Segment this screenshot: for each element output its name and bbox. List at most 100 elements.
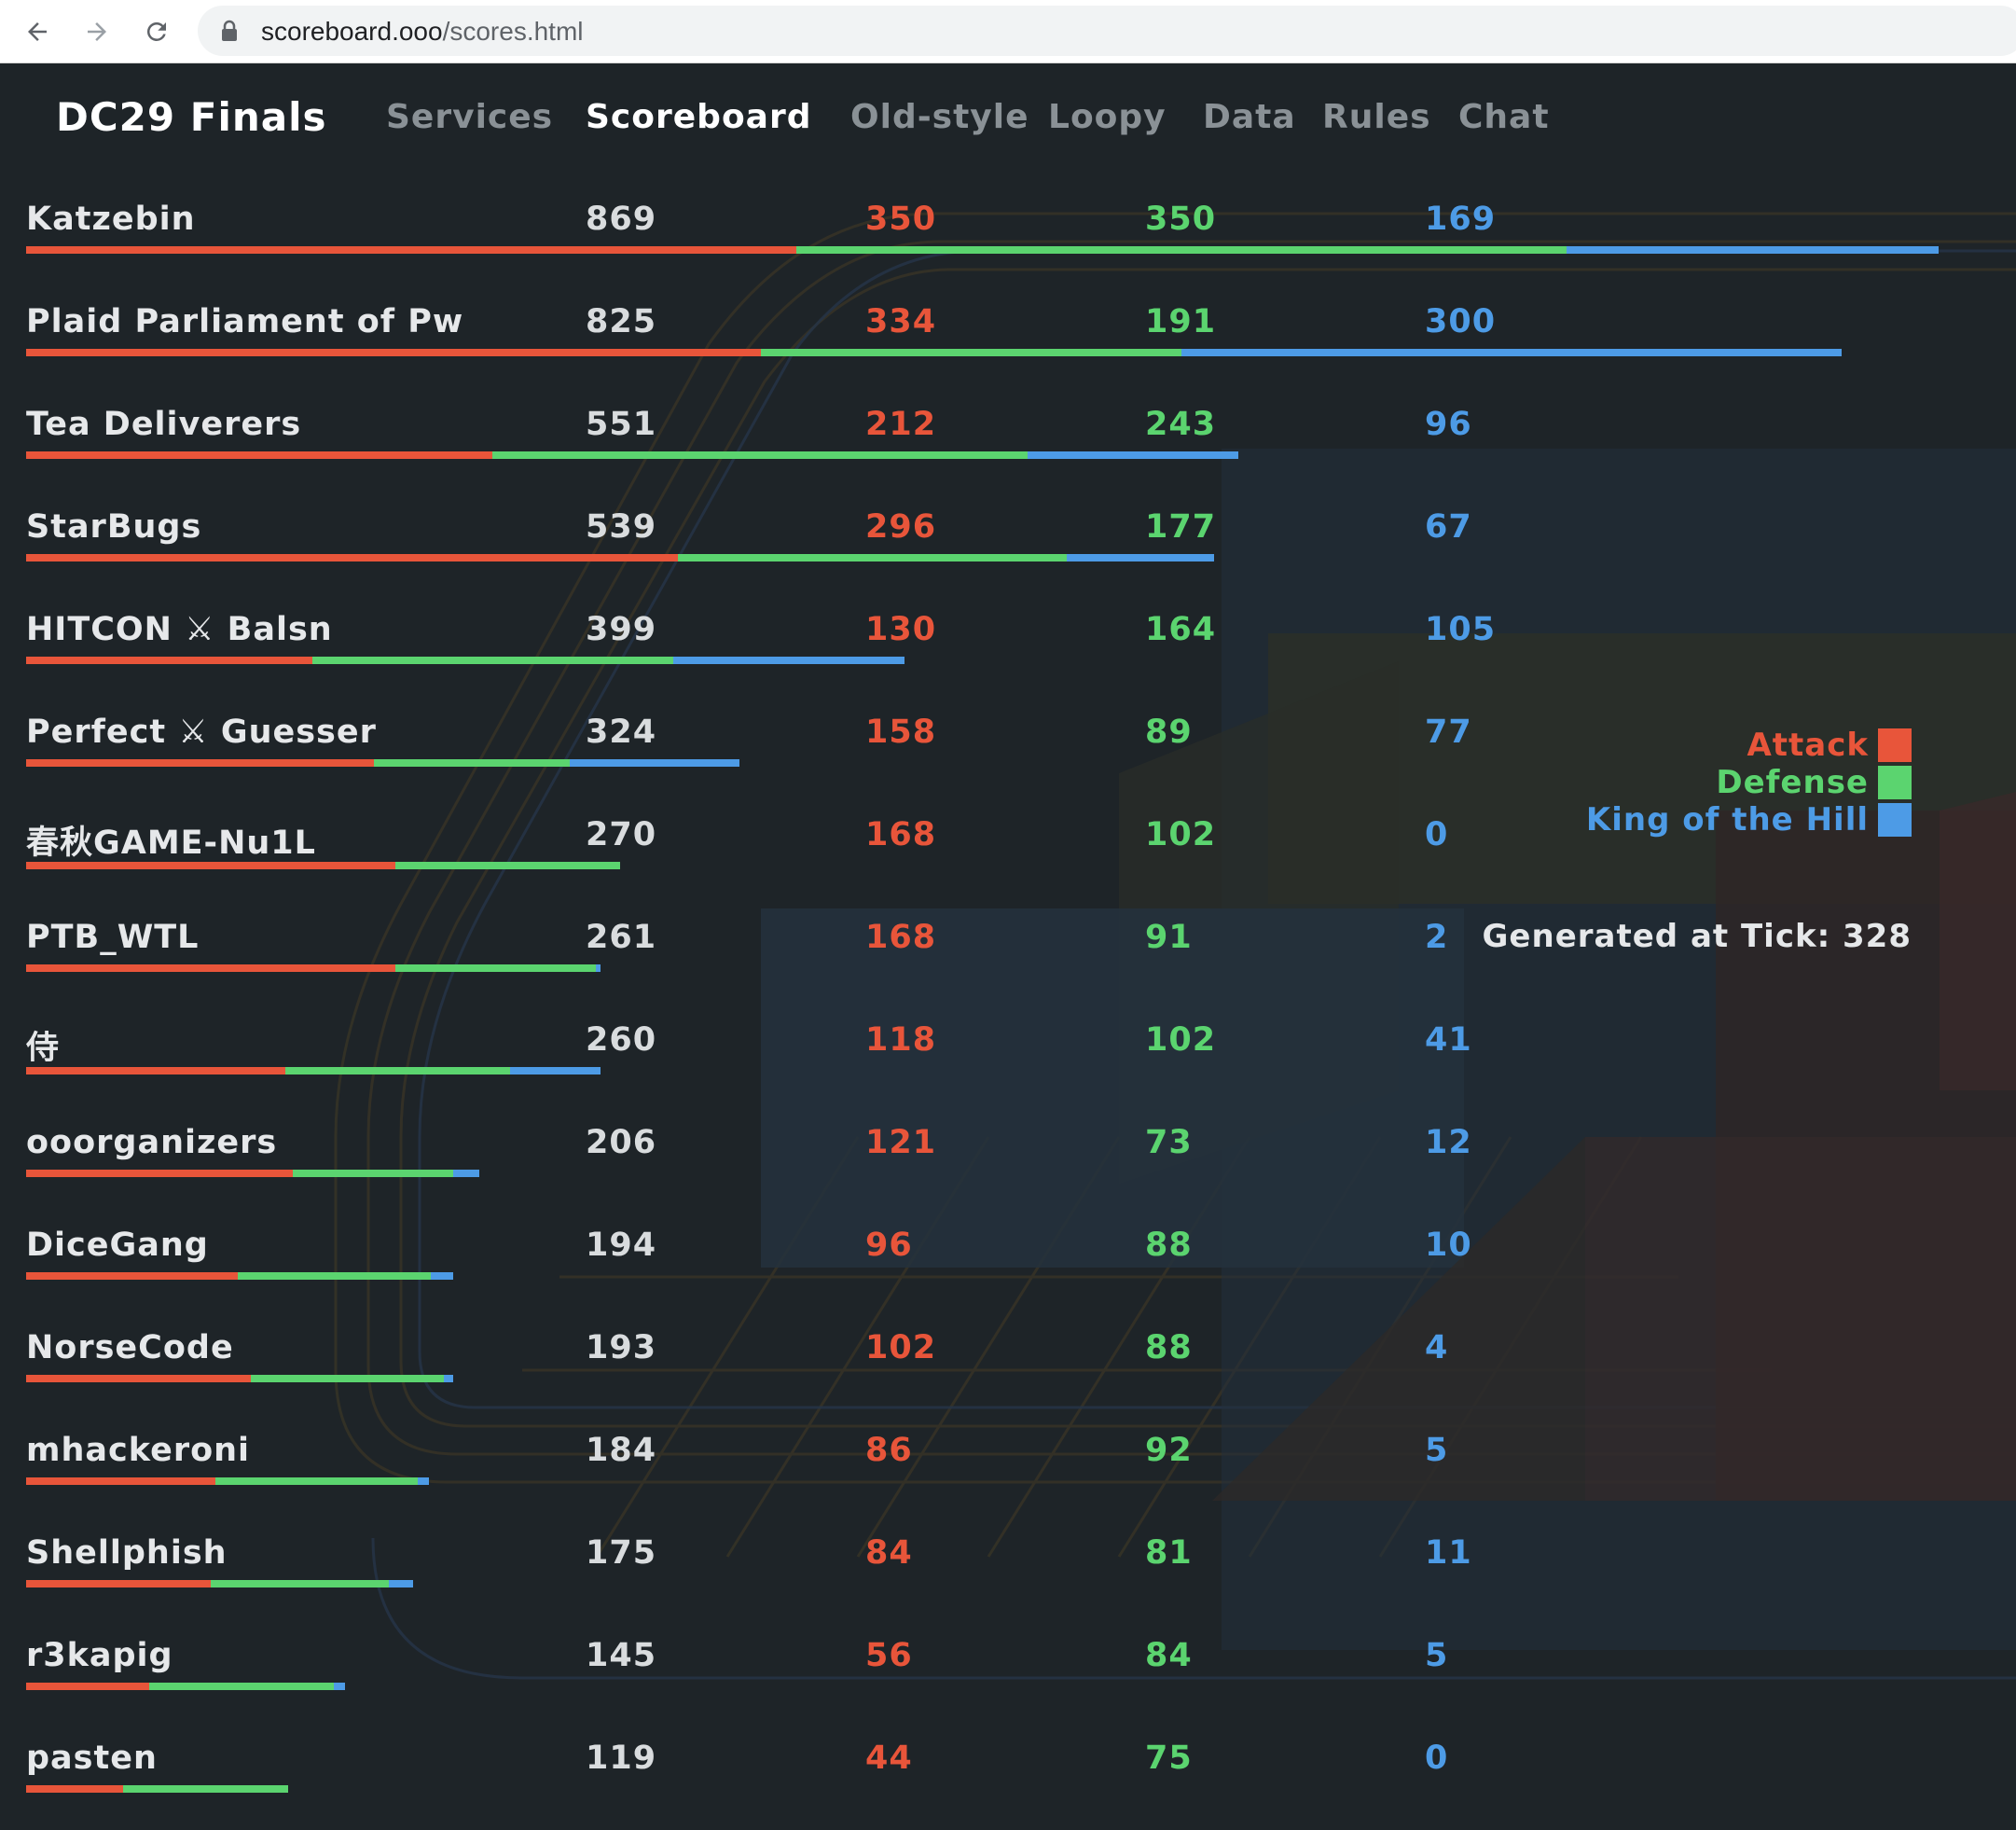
team-defense-score: 243 <box>1145 406 1217 443</box>
team-name: pasten <box>26 1740 158 1777</box>
defense-bar-segment <box>214 1477 419 1485</box>
team-koh-score: 0 <box>1425 816 1449 853</box>
back-button[interactable] <box>19 13 56 50</box>
team-name: Plaid Parliament of Pw <box>26 303 464 340</box>
team-defense-score: 350 <box>1145 201 1217 238</box>
team-defense-score: 73 <box>1145 1124 1193 1161</box>
reload-button[interactable] <box>138 13 175 50</box>
nav-rules[interactable]: Rules <box>1322 98 1431 136</box>
team-total-score: 539 <box>586 508 657 546</box>
team-row: Shellphish 175 84 81 11 <box>0 1529 2016 1631</box>
team-attack-score: 350 <box>865 201 937 238</box>
koh-bar-segment <box>596 964 601 972</box>
defense-bar-segment <box>373 759 570 767</box>
team-koh-score: 77 <box>1425 714 1472 751</box>
team-attack-score: 44 <box>865 1740 913 1777</box>
attack-bar-segment <box>26 862 396 869</box>
team-total-score: 145 <box>586 1637 657 1674</box>
attack-bar-segment <box>26 349 762 356</box>
attack-bar-segment <box>26 1683 150 1690</box>
nav-data[interactable]: Data <box>1203 98 1296 136</box>
legend-attack-swatch <box>1878 728 1912 762</box>
defense-bar-segment <box>122 1785 288 1793</box>
score-bar <box>26 1477 429 1485</box>
koh-bar-segment <box>444 1375 453 1382</box>
team-defense-score: 89 <box>1145 714 1193 751</box>
score-bar <box>26 657 904 664</box>
nav-services[interactable]: Services <box>386 98 554 136</box>
nav-loopy[interactable]: Loopy <box>1048 98 1167 136</box>
legend-attack: Attack <box>1586 727 1912 764</box>
team-row: pasten 119 44 75 0 <box>0 1734 2016 1830</box>
legend-defense-label: Defense <box>1716 764 1869 801</box>
attack-bar-segment <box>26 1170 293 1177</box>
koh-bar-segment <box>418 1477 429 1485</box>
team-row: 侍 260 118 102 41 <box>0 1016 2016 1118</box>
team-attack-score: 168 <box>865 816 937 853</box>
team-defense-score: 102 <box>1145 816 1217 853</box>
nav-chat[interactable]: Chat <box>1458 98 1550 136</box>
team-attack-score: 296 <box>865 508 937 546</box>
url-path: /scores.html <box>442 17 584 46</box>
score-bar <box>26 759 739 767</box>
attack-bar-segment <box>26 964 396 972</box>
team-defense-score: 88 <box>1145 1329 1193 1366</box>
team-koh-score: 4 <box>1425 1329 1449 1366</box>
attack-bar-segment <box>26 657 312 664</box>
team-attack-score: 118 <box>865 1021 937 1059</box>
defense-bar-segment <box>796 246 1567 254</box>
attack-bar-segment <box>26 1477 215 1485</box>
koh-bar-segment <box>452 1170 480 1177</box>
attack-bar-segment <box>26 1375 251 1382</box>
reload-icon <box>146 21 166 41</box>
team-koh-score: 96 <box>1425 406 1472 443</box>
team-koh-score: 67 <box>1425 508 1472 546</box>
koh-bar-segment <box>431 1272 453 1280</box>
team-koh-score: 169 <box>1425 201 1497 238</box>
nav-scoreboard[interactable]: Scoreboard <box>586 98 812 136</box>
attack-bar-segment <box>26 1580 212 1587</box>
team-attack-score: 84 <box>865 1534 913 1572</box>
brand-title[interactable]: DC29 Finals <box>56 94 327 140</box>
team-koh-score: 0 <box>1425 1740 1449 1777</box>
defense-bar-segment <box>237 1272 432 1280</box>
legend-defense-swatch <box>1878 766 1912 799</box>
forward-arrow-icon <box>88 22 106 41</box>
score-bar <box>26 862 621 869</box>
team-total-score: 119 <box>586 1740 657 1777</box>
score-bar <box>26 1785 288 1793</box>
lock-icon <box>222 20 237 41</box>
legend-attack-label: Attack <box>1747 727 1869 764</box>
team-name: StarBugs <box>26 508 202 546</box>
team-name: Shellphish <box>26 1534 228 1572</box>
score-bar <box>26 451 1239 459</box>
nav-old-style[interactable]: Old-style <box>850 98 1029 136</box>
team-name: Tea Deliverers <box>26 406 302 443</box>
team-defense-score: 177 <box>1145 508 1217 546</box>
url-host: scoreboard.ooo <box>261 17 443 46</box>
score-bar <box>26 1683 346 1690</box>
defense-bar-segment <box>250 1375 445 1382</box>
defense-bar-segment <box>292 1170 453 1177</box>
address-bar[interactable]: scoreboard.ooo/scores.html <box>198 6 2016 56</box>
team-row: Katzebin 869 350 350 169 <box>0 195 2016 298</box>
team-koh-score: 5 <box>1425 1637 1449 1674</box>
background-art <box>0 64 2016 1830</box>
team-total-score: 175 <box>586 1534 657 1572</box>
team-attack-score: 130 <box>865 611 937 648</box>
forward-button[interactable] <box>78 13 116 50</box>
team-row: PTB_WTL 261 168 91 2 <box>0 913 2016 1016</box>
team-defense-score: 91 <box>1145 919 1193 956</box>
team-row: ooorganizers 206 121 73 12 <box>0 1118 2016 1221</box>
team-total-score: 399 <box>586 611 657 648</box>
score-bar <box>26 349 1842 356</box>
koh-bar-segment <box>1567 246 1939 254</box>
team-defense-score: 88 <box>1145 1227 1193 1264</box>
team-name: PTB_WTL <box>26 919 200 956</box>
team-row: r3kapig 145 56 84 5 <box>0 1631 2016 1734</box>
team-total-score: 206 <box>586 1124 657 1161</box>
top-nav: DC29 Finals Services Scoreboard Old-styl… <box>0 64 2016 176</box>
team-total-score: 194 <box>586 1227 657 1264</box>
team-name: mhackeroni <box>26 1432 251 1469</box>
team-defense-score: 92 <box>1145 1432 1193 1469</box>
